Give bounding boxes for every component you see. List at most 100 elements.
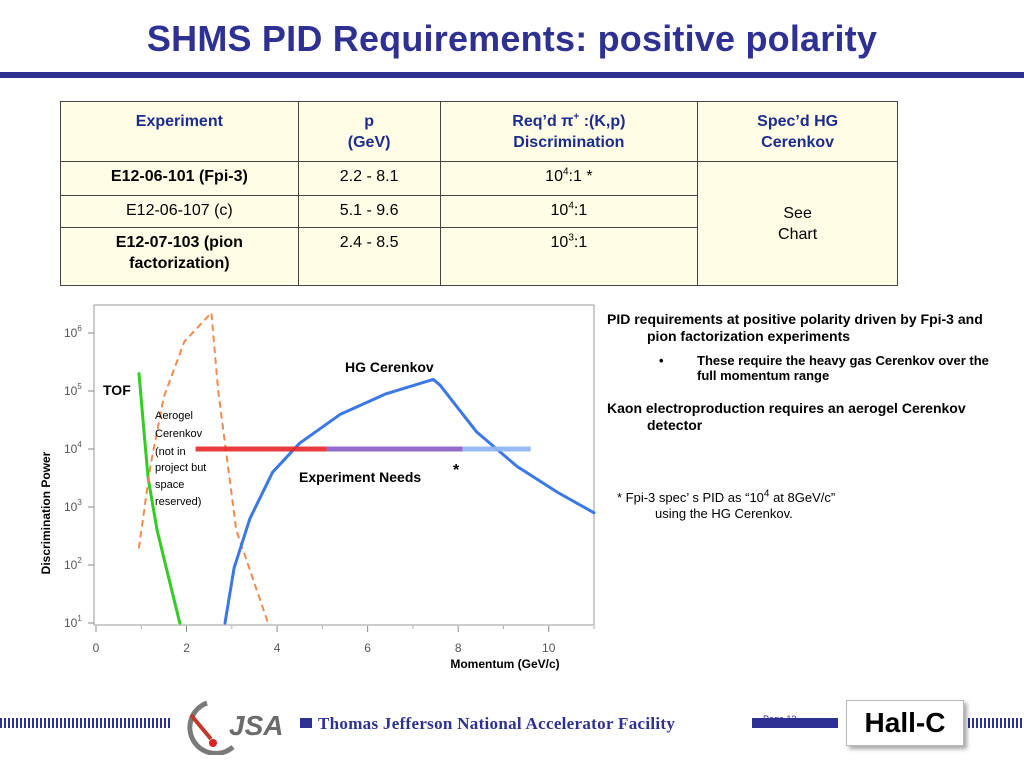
y-tick-label: 106: [64, 324, 82, 340]
hall-c-badge: Hall-C: [846, 700, 964, 746]
header-label: p: [364, 113, 374, 130]
y-tick-label: 102: [64, 556, 82, 572]
y-tick-label: 103: [64, 498, 82, 514]
footnote-line: * Fpi-3 spec’ s PID as “104 at 8GeV/c”: [617, 488, 907, 506]
aerogel-label-line: project but: [155, 462, 206, 474]
ratio-base: 10: [550, 202, 569, 219]
superscript: +: [573, 111, 580, 123]
cell-experiment: E12-07-103 (pion factorization): [60, 227, 299, 286]
title-divider: [0, 72, 1024, 78]
x-tick-label: 0: [93, 641, 100, 655]
y-tick-base: 10: [64, 326, 78, 340]
x-tick-label: 8: [455, 641, 462, 655]
x-axis-label: Momentum (GeV/c): [450, 657, 559, 671]
table-row: E12-06-101 (Fpi-3) 2.2 - 8.1 104:1 * See…: [60, 161, 898, 286]
logo-swoosh: [187, 700, 235, 755]
aerogel-label-line: Aerogel: [155, 410, 193, 422]
cell-experiment: E12-06-101 (Fpi-3): [60, 161, 299, 196]
cell-momentum: 5.1 - 9.6: [297, 195, 441, 228]
logo-dot: [209, 739, 217, 747]
y-tick-label: 105: [64, 382, 82, 398]
y-tick-label: 101: [64, 614, 82, 630]
notes-panel: PID requirements at positive polarity dr…: [607, 311, 1007, 434]
table-header-row: Experiment p (GeV) Req’d π+ :(K,p) Discr…: [60, 101, 898, 162]
y-tick-exponent: 5: [77, 382, 82, 391]
slide-title: SHMS PID Requirements: positive polarity: [146, 18, 878, 59]
page-number: Page 13: [763, 714, 797, 724]
plot-frame: [93, 304, 595, 626]
ratio-base: 10: [545, 168, 563, 185]
y-tick-base: 10: [64, 384, 78, 398]
x-tick-label: 10: [542, 641, 556, 655]
y-tick-label: 104: [64, 440, 82, 456]
ratio-suffix: :1: [573, 202, 588, 219]
y-tick-exponent: 3: [77, 498, 82, 507]
note-paragraph: Kaon electroproduction requires an aerog…: [607, 400, 966, 433]
note-paragraph: PID requirements at positive polarity dr…: [607, 311, 983, 344]
hg-cerenkov-curve: [223, 377, 596, 625]
ratio-suffix: :1 *: [568, 168, 593, 185]
tof-label: TOF: [103, 382, 131, 398]
requirements-table: Experiment p (GeV) Req’d π+ :(K,p) Discr…: [60, 101, 898, 286]
bullet-dot: •: [659, 353, 664, 368]
ratio-exponent: 3: [568, 232, 574, 244]
aerogel-curve: [138, 311, 269, 624]
logo-text: JSA: [229, 710, 283, 741]
header-label: Spec’d HG: [757, 113, 839, 130]
footnote: * Fpi-3 spec’ s PID as “104 at 8GeV/c” u…: [617, 488, 907, 522]
chart-label: Chart: [778, 225, 818, 243]
header-label: :(K,p): [579, 113, 626, 130]
tof-curve: [137, 372, 182, 625]
ratio-suffix: :1: [573, 234, 588, 251]
y-tick-exponent: 4: [77, 440, 82, 449]
aerogel-label-line: (not in: [155, 446, 186, 458]
footer-rule-right: [752, 718, 838, 728]
aerogel-label-line: space: [155, 479, 184, 491]
header-discrimination: Req’d π+ :(K,p) Discrimination: [439, 101, 699, 162]
cell-discrimination: 103:1: [439, 227, 699, 286]
note-bullet: • These require the heavy gas Cerenkov o…: [655, 353, 1007, 383]
hg-cerenkov-label: HG Cerenkov: [345, 359, 434, 375]
aerogel-label-line: Cerenkov: [155, 428, 203, 440]
ratio-exponent: 4: [562, 166, 569, 178]
y-tick-exponent: 2: [77, 556, 82, 565]
y-tick-exponent: 6: [77, 324, 82, 333]
cell-spec-see-chart: See Chart: [697, 161, 898, 286]
header-label: (GeV): [347, 134, 391, 151]
logo-stroke: [189, 713, 213, 741]
table-row: E12-07-103 (pion factorization) 2.4 - 8.…: [60, 227, 898, 286]
cell-discrimination: 104:1 *: [439, 161, 699, 196]
x-tick-label: 2: [183, 641, 190, 655]
note-bullet-text: These require the heavy gas Cerenkov ove…: [697, 353, 989, 383]
ratio-base: 10: [550, 234, 569, 251]
header-momentum: p (GeV): [297, 101, 441, 162]
y-tick-base: 10: [64, 500, 78, 514]
experiment-needs-star: *: [453, 462, 460, 479]
lab-name: Thomas Jefferson National Accelerator Fa…: [318, 714, 676, 733]
y-tick-base: 10: [64, 558, 78, 572]
header-spec-cerenkov: Spec’d HG Cerenkov: [697, 101, 898, 162]
cell-momentum: 2.2 - 8.1: [297, 161, 441, 196]
aerogel-label-line: reserved): [155, 496, 201, 508]
y-tick-exponent: 1: [77, 614, 82, 623]
footer-rule-left: [0, 718, 170, 728]
header-label: Discrimination: [513, 134, 625, 151]
y-tick-base: 10: [64, 442, 78, 456]
header-label: Experiment: [135, 113, 223, 130]
footer-rule-end: [968, 718, 1024, 728]
cell-discrimination: 104:1: [439, 195, 699, 228]
cell-momentum: 2.4 - 8.5: [297, 227, 441, 286]
footnote-text: at 8GeV/c”: [769, 490, 836, 505]
footer-rule-mid: [300, 718, 312, 728]
table-row: E12-06-107 (c) 5.1 - 9.6 104:1: [60, 195, 898, 228]
y-tick-base: 10: [64, 616, 78, 630]
x-tick-label: 4: [274, 641, 281, 655]
cell-experiment: E12-06-107 (c): [60, 195, 299, 228]
header-label: Cerenkov: [761, 134, 835, 151]
footnote-line: using the HG Cerenkov.: [655, 506, 793, 521]
see-label: See: [783, 204, 812, 222]
experiment-needs-label: Experiment Needs: [299, 469, 421, 485]
superscript: 4: [763, 488, 770, 500]
